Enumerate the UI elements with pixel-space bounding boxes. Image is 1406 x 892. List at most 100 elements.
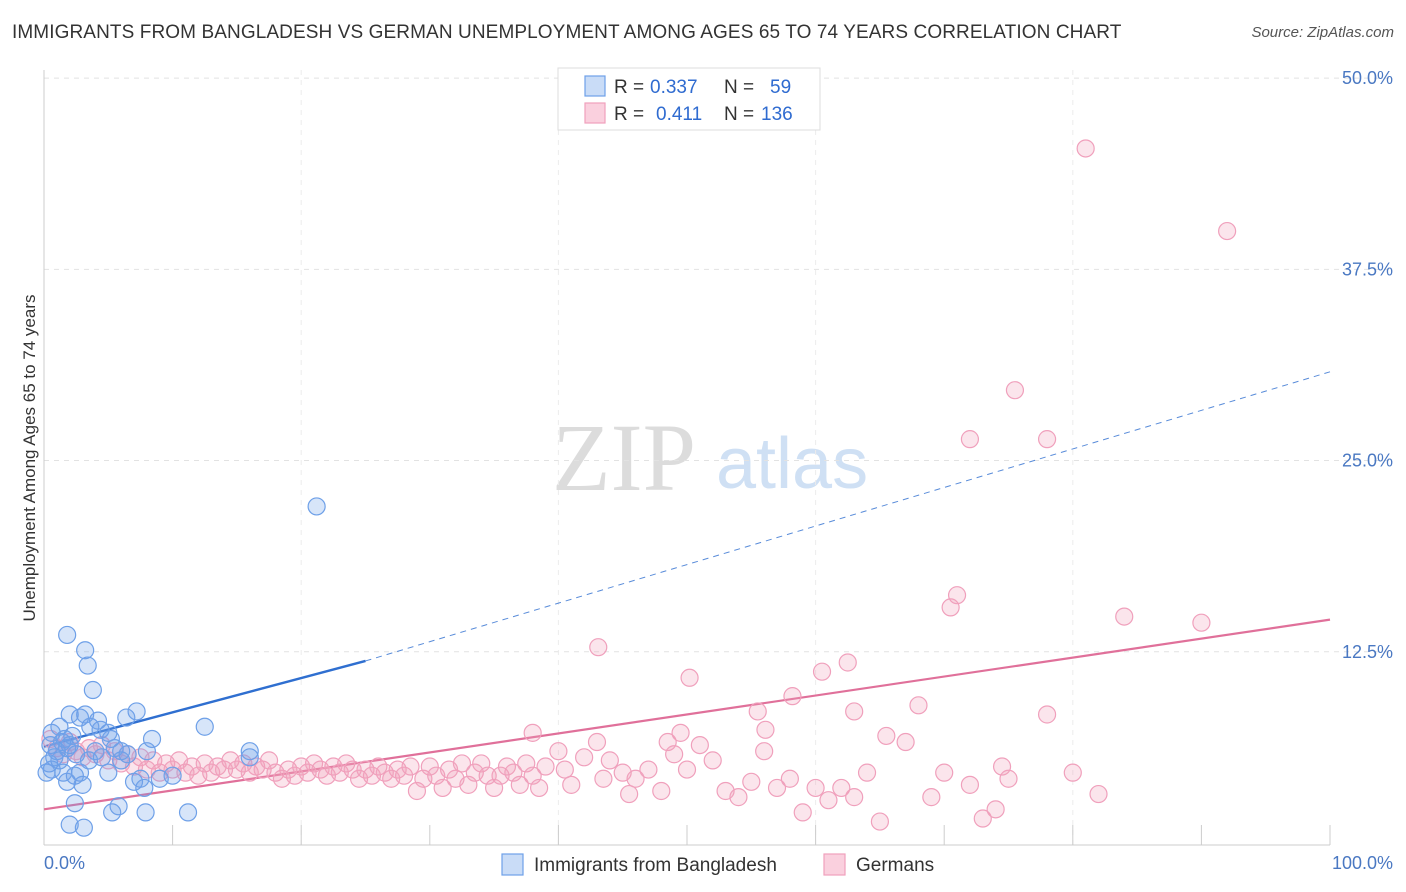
point-germans (780, 769, 799, 788)
legend-r-label-2: R = (614, 104, 644, 125)
point-germans (896, 732, 915, 752)
series-bangladesh (37, 497, 326, 837)
watermark-atlas: atlas (716, 424, 868, 504)
point-bangladesh (50, 717, 69, 736)
point-bangladesh (73, 775, 92, 794)
point-germans (845, 702, 864, 721)
grid-lines (44, 70, 1394, 845)
point-germans (530, 778, 549, 798)
point-germans (838, 653, 857, 672)
point-bangladesh (60, 705, 79, 724)
legend-n-value-1: 59 (770, 77, 791, 98)
point-germans (806, 778, 825, 798)
point-bangladesh (131, 769, 150, 788)
legend-swatch-pink (584, 102, 606, 124)
x-tick-label-max: 100.0% (1332, 853, 1393, 873)
point-germans (1089, 784, 1108, 804)
point-bangladesh (178, 803, 198, 822)
legend-n-value-2: 136 (761, 104, 793, 125)
series-legend: Immigrants from Bangladesh Germans (501, 853, 934, 876)
point-germans (452, 754, 472, 773)
point-germans (594, 769, 613, 788)
bottom-legend-swatch-pink (823, 853, 846, 876)
correlation-legend: R = 0.337 N = 59 R = 0.411 N = 136 (557, 67, 821, 131)
point-germans (626, 769, 645, 788)
point-bangladesh (88, 711, 108, 730)
point-bangladesh (58, 625, 77, 645)
point-germans (1063, 763, 1082, 782)
point-germans (857, 763, 877, 782)
point-germans (1192, 613, 1211, 632)
point-germans (1037, 705, 1057, 724)
point-bangladesh (112, 742, 131, 761)
point-bangladesh (70, 708, 90, 727)
legend-n-label-2: N = (724, 104, 754, 125)
point-germans (620, 784, 639, 804)
chart-title: IMMIGRANTS FROM BANGLADESH VS GERMAN UNE… (12, 22, 1122, 43)
point-germans (960, 430, 980, 449)
point-germans (783, 687, 802, 706)
point-germans (1037, 430, 1057, 449)
point-germans (986, 800, 1005, 819)
point-germans (652, 781, 671, 801)
point-germans (677, 760, 697, 779)
point-bangladesh (240, 742, 259, 761)
point-germans (973, 809, 992, 828)
point-germans (756, 720, 775, 739)
point-germans (536, 757, 555, 776)
point-germans (1076, 139, 1095, 158)
point-germans (420, 757, 439, 776)
point-germans (549, 742, 568, 761)
point-germans (394, 766, 414, 785)
point-germans (999, 769, 1018, 788)
point-bangladesh (63, 726, 82, 746)
point-germans (690, 735, 709, 755)
point-bangladesh (83, 680, 102, 700)
point-germans (680, 668, 699, 687)
point-germans (671, 723, 690, 742)
y-axis-label: Unemployment Among Ages 65 to 74 years (20, 295, 39, 622)
legend-n-label-1: N = (724, 77, 754, 98)
point-bangladesh (74, 818, 93, 837)
legend-r-label-1: R = (614, 77, 644, 98)
point-germans (343, 760, 362, 779)
point-germans (877, 726, 896, 746)
chart-source: Source: ZipAtlas.com (1251, 24, 1394, 41)
point-bangladesh (195, 717, 214, 736)
point-bangladesh (65, 794, 84, 813)
point-bangladesh (65, 766, 84, 785)
point-germans (748, 702, 767, 721)
point-germans (793, 803, 812, 822)
point-germans (1115, 607, 1134, 626)
point-germans (845, 788, 864, 807)
tick-labels: 12.5% 25.0% 37.5% 50.0% 0.0% 100.0% (44, 68, 1393, 873)
point-bangladesh (99, 763, 118, 782)
point-bangladesh (99, 723, 118, 742)
point-germans (909, 696, 928, 715)
trend-line-bangladesh (43, 659, 366, 748)
point-bangladesh (109, 797, 128, 816)
point-germans (1218, 221, 1237, 241)
point-germans (562, 775, 581, 794)
point-germans (922, 788, 941, 807)
trend-lines (43, 371, 1331, 811)
legend-r-value-2: 0.411 (656, 104, 702, 125)
point-germans (832, 778, 851, 798)
point-germans (600, 751, 619, 770)
point-germans (767, 778, 787, 798)
point-germans (401, 757, 420, 776)
watermark-zip: ZIP (552, 404, 696, 511)
point-germans (703, 751, 722, 770)
point-bangladesh (92, 748, 111, 767)
point-bangladesh (240, 748, 259, 767)
trend-line-germans (43, 618, 1331, 811)
point-germans (575, 748, 594, 767)
point-germans (510, 775, 529, 794)
point-germans (214, 760, 234, 779)
point-bangladesh (142, 729, 162, 749)
point-germans (639, 760, 658, 779)
point-germans (755, 742, 774, 761)
point-bangladesh (307, 497, 326, 516)
point-germans (742, 772, 761, 791)
